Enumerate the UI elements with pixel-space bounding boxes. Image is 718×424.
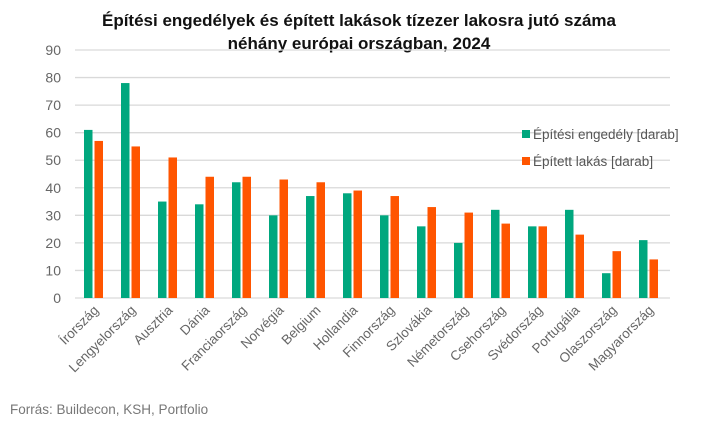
x-tick-label: Magyarország — [586, 303, 657, 374]
y-tick-label: 30 — [45, 207, 61, 223]
chart-title-line-2: néhány európai országban, 2024 — [228, 34, 491, 53]
bar-built-11 — [501, 223, 510, 298]
bar-permits-14 — [602, 273, 611, 298]
bar-built-1 — [131, 146, 140, 298]
x-tick-label: Lengyelország — [66, 303, 139, 376]
bar-built-0 — [94, 140, 103, 298]
bar-built-14 — [612, 251, 621, 298]
legend-label-built: Épített lakás [darab] — [533, 154, 653, 169]
bar-permits-15 — [639, 240, 648, 298]
y-tick-label: 60 — [45, 125, 61, 141]
bar-permits-8 — [380, 215, 389, 298]
bar-built-6 — [316, 182, 325, 298]
bar-permits-7 — [343, 193, 352, 298]
y-axis: 0 10 20 30 40 50 60 70 80 90 — [45, 42, 61, 306]
x-tick-label: Ausztria — [131, 302, 176, 347]
y-tick-label: 40 — [45, 180, 61, 196]
bar-permits-5 — [269, 215, 278, 298]
y-tick-label: 50 — [45, 152, 61, 168]
bar-built-13 — [575, 234, 584, 298]
bar-built-5 — [279, 179, 288, 298]
bar-built-12 — [538, 226, 547, 298]
bar-permits-13 — [565, 209, 574, 298]
bar-permits-11 — [491, 209, 500, 298]
bar-permits-1 — [121, 83, 130, 298]
y-tick-label: 80 — [45, 70, 61, 86]
bar-permits-12 — [528, 226, 537, 298]
bars — [84, 83, 658, 298]
bar-permits-3 — [195, 204, 204, 298]
x-tick-label: Franciaország — [179, 303, 250, 374]
bar-built-2 — [168, 157, 177, 298]
source-note: Forrás: Buildecon, KSH, Portfolio — [10, 402, 209, 417]
y-tick-label: 70 — [45, 97, 61, 113]
bar-permits-6 — [306, 196, 315, 298]
legend: Építési engedély [darab] Épített lakás [… — [522, 127, 679, 169]
y-tick-label: 20 — [45, 235, 61, 251]
legend-swatch-built — [522, 157, 530, 165]
bar-permits-4 — [232, 182, 241, 298]
legend-label-permits: Építési engedély [darab] — [533, 127, 679, 142]
y-tick-label: 10 — [45, 262, 61, 278]
y-tick-label: 0 — [53, 290, 61, 306]
bar-built-7 — [353, 190, 362, 298]
y-tick-label: 90 — [45, 42, 61, 58]
bar-built-4 — [242, 176, 251, 298]
bar-built-3 — [205, 176, 214, 298]
bar-built-8 — [390, 196, 399, 298]
bar-permits-9 — [417, 226, 426, 298]
bar-permits-0 — [84, 129, 93, 298]
chart-title-line-1: Építési engedélyek és épített lakások tí… — [102, 11, 617, 30]
bar-built-9 — [427, 207, 436, 298]
bar-built-10 — [464, 212, 473, 298]
bar-permits-2 — [158, 201, 167, 298]
bar-built-15 — [649, 259, 658, 298]
legend-swatch-permits — [522, 130, 530, 138]
bar-permits-10 — [454, 242, 463, 298]
